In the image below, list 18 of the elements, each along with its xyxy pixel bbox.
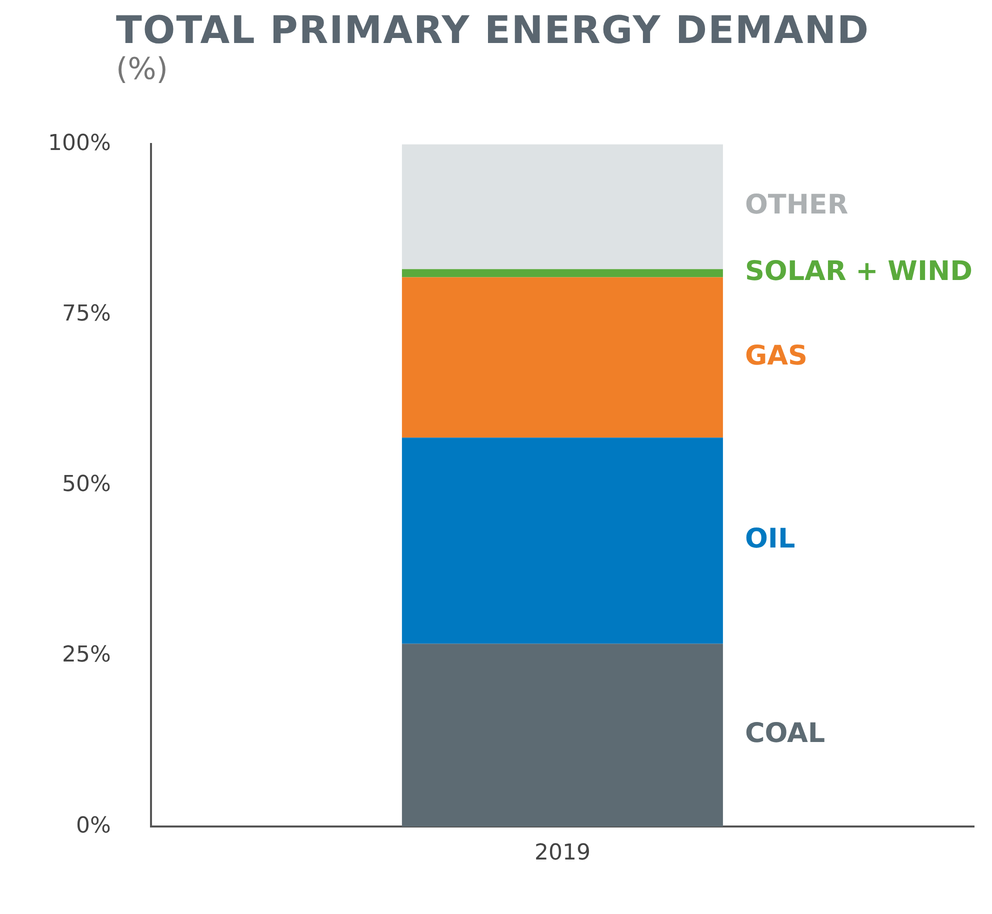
- y-tick-label: 50%: [62, 472, 111, 498]
- bar: [402, 277, 723, 438]
- chart-title: TOTAL PRIMARY ENERGY DEMAND: [116, 8, 871, 52]
- series-label: GAS: [744, 340, 808, 372]
- bar: [402, 144, 723, 270]
- bar: [402, 438, 723, 644]
- series-label: OIL: [744, 524, 796, 555]
- chart-subtitle: (%): [116, 52, 169, 87]
- series-label: OTHER: [744, 190, 848, 221]
- bar: [402, 269, 723, 278]
- y-tick-label: 25%: [62, 642, 111, 668]
- y-tick-label: 0%: [76, 813, 111, 838]
- y-tick-label: 100%: [48, 130, 111, 156]
- y-tick-label: 75%: [62, 302, 111, 327]
- bar: [402, 644, 723, 827]
- series-label: SOLAR + WIND: [744, 256, 973, 288]
- x-tick-label: 2019: [534, 840, 590, 866]
- series-label: COAL: [744, 718, 826, 750]
